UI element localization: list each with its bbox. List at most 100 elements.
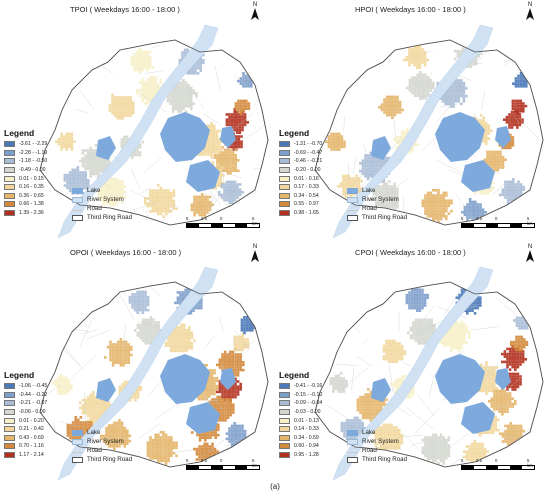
panel-title: OPOI ( Weekdays 16:00 - 18:00 ) bbox=[70, 248, 182, 257]
legend-title: Legend bbox=[279, 128, 310, 138]
legend-class: -2.28 - -1.19 bbox=[4, 149, 47, 158]
legend-title: Legend bbox=[4, 370, 35, 380]
legend-class: 0.55 - 0.97 bbox=[279, 200, 322, 209]
lake bbox=[186, 160, 220, 192]
legend-class: -0.03 - 0.00 bbox=[279, 408, 322, 417]
scale-bar: 5 2.5 0 5 km bbox=[461, 216, 535, 228]
map-opoi bbox=[39, 266, 269, 481]
lake bbox=[220, 126, 236, 148]
panel-title: HPOI ( Weekdays 16:00 - 18:00 ) bbox=[355, 5, 466, 14]
lake bbox=[160, 354, 210, 404]
legend-class: -0.69 - -0.47 bbox=[279, 149, 322, 158]
map-tpoi bbox=[39, 24, 269, 239]
feature-legend-item: River System bbox=[347, 437, 407, 446]
north-arrow-icon: N bbox=[525, 2, 535, 22]
feature-legend-item: Lake bbox=[72, 428, 132, 437]
scale-bar: 5 2.5 0 5 km bbox=[461, 458, 535, 470]
legend-class: 0.60 - 0.94 bbox=[279, 442, 322, 451]
legend-class: -0.09 - -0.04 bbox=[279, 399, 322, 408]
panel-title: TPOI ( Weekdays 16:00 - 18:00 ) bbox=[70, 5, 180, 14]
legend-class: 0.70 - 1.16 bbox=[4, 442, 47, 451]
river-system bbox=[57, 266, 219, 481]
feature-legend-item: Third Ring Road bbox=[347, 213, 407, 222]
scale-bar: 5 2.5 0 5 km bbox=[186, 458, 260, 470]
feature-legend-item: Third Ring Road bbox=[347, 455, 407, 464]
legend-class: 1.17 - 2.14 bbox=[4, 451, 47, 460]
north-arrow-icon: N bbox=[250, 2, 260, 22]
road-network bbox=[315, 282, 530, 467]
class-legend: Legend -1.31 - -0.70 -0.69 - -0.47 -0.46 - … bbox=[279, 128, 322, 217]
legend-class: 0.36 - 0.65 bbox=[4, 192, 47, 201]
legend-title: Legend bbox=[4, 128, 35, 138]
third-ring-road bbox=[314, 281, 544, 468]
feature-legend: Lake River System Road Third Ring Road bbox=[347, 186, 407, 222]
feature-legend-item: Third Ring Road bbox=[72, 455, 132, 464]
lake bbox=[160, 112, 210, 162]
legend-class: 0.16 - 0.35 bbox=[4, 183, 47, 192]
panel-title: CPOI ( Weekdays 16:00 - 18:00 ) bbox=[355, 248, 466, 257]
lake bbox=[220, 368, 236, 390]
legend-class: 0.34 - 0.59 bbox=[279, 434, 322, 443]
legend-class: 0.66 - 1.38 bbox=[4, 200, 47, 209]
lake bbox=[371, 136, 391, 160]
legend-class: -0.06 - 0.00 bbox=[4, 408, 47, 417]
class-legend: Legend -1.06 - -0.45 -0.44 - -0.22 -0.21 - … bbox=[4, 370, 47, 459]
map-hpoi bbox=[314, 24, 544, 239]
lake bbox=[461, 402, 495, 434]
feature-legend-item: River System bbox=[347, 195, 407, 204]
feature-legend: Lake River System Road Third Ring Road bbox=[72, 428, 132, 464]
figure-caption: (a) bbox=[270, 482, 280, 491]
legend-class: 0.01 - 0.15 bbox=[4, 174, 47, 183]
legend-class: 0.01 - 0.13 bbox=[279, 416, 322, 425]
lake bbox=[495, 368, 511, 390]
lake bbox=[371, 378, 391, 402]
feature-legend-item: Lake bbox=[347, 428, 407, 437]
scale-bar: 5 2.5 0 5 km bbox=[186, 216, 260, 228]
legend-class: -0.49 - 0.00 bbox=[4, 166, 47, 175]
third-ring-road bbox=[39, 281, 269, 468]
feature-legend: Lake River System Road Third Ring Road bbox=[347, 428, 407, 464]
legend-class: -0.46 - -0.21 bbox=[279, 157, 322, 166]
legend-class: -1.31 - -0.70 bbox=[279, 140, 322, 149]
legend-class: -0.15 - -0.10 bbox=[279, 391, 322, 400]
legend-class: 0.21 - 0.42 bbox=[4, 425, 47, 434]
legend-class: 0.43 - 0.69 bbox=[4, 434, 47, 443]
lake bbox=[495, 126, 511, 148]
third-ring-road bbox=[314, 39, 544, 226]
legend-class: -3.61 - -2.29 bbox=[4, 140, 47, 149]
legend-class: -0.44 - -0.22 bbox=[4, 391, 47, 400]
legend-class: 0.98 - 1.65 bbox=[279, 209, 322, 218]
legend-title: Legend bbox=[279, 370, 310, 380]
feature-legend-item: Road bbox=[72, 446, 132, 455]
lake bbox=[96, 378, 116, 402]
legend-class: 0.95 - 1.28 bbox=[279, 451, 322, 460]
legend-class: 0.17 - 0.33 bbox=[279, 183, 322, 192]
legend-class: 1.39 - 2.36 bbox=[4, 209, 47, 218]
river-system bbox=[332, 266, 494, 481]
feature-legend-item: Road bbox=[72, 204, 132, 213]
legend-class: -0.41 - -0.16 bbox=[279, 382, 322, 391]
legend-class: 0.14 - 0.33 bbox=[279, 425, 322, 434]
lake bbox=[96, 136, 116, 160]
class-legend: Legend -0.41 - -0.16 -0.15 - -0.10 -0.09 - … bbox=[279, 370, 322, 459]
legend-class: -1.06 - -0.45 bbox=[4, 382, 47, 391]
lake bbox=[461, 160, 495, 192]
legend-class: -1.18 - -0.50 bbox=[4, 157, 47, 166]
north-arrow-icon: N bbox=[250, 244, 260, 264]
feature-legend-item: Lake bbox=[72, 186, 132, 195]
class-legend: Legend -3.61 - -2.29 -2.28 - -1.19 -1.18 - … bbox=[4, 128, 47, 217]
legend-class: 0.01 - 0.16 bbox=[279, 174, 322, 183]
north-arrow-icon: N bbox=[525, 244, 535, 264]
feature-legend-item: Road bbox=[347, 204, 407, 213]
legend-class: 0.34 - 0.54 bbox=[279, 192, 322, 201]
river-system bbox=[57, 24, 219, 239]
feature-legend: Lake River System Road Third Ring Road bbox=[72, 186, 132, 222]
map-cpoi bbox=[314, 266, 544, 481]
feature-legend-item: Road bbox=[347, 446, 407, 455]
lake bbox=[435, 112, 485, 162]
third-ring-road bbox=[39, 39, 269, 226]
lake bbox=[186, 402, 220, 434]
legend-class: -0.21 - -0.07 bbox=[4, 399, 47, 408]
legend-class: 0.01 - 0.20 bbox=[4, 416, 47, 425]
